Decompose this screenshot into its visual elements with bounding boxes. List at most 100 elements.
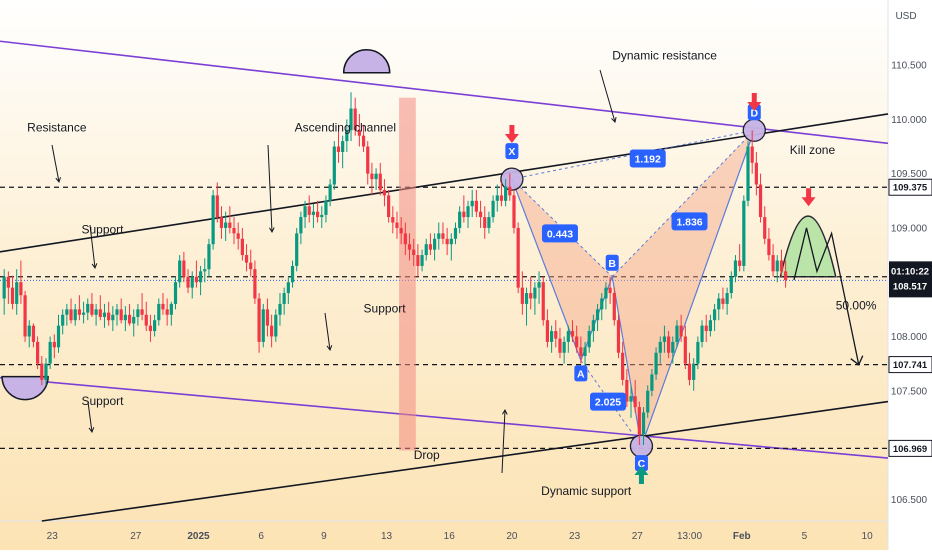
- candle-body-169[interactable]: [708, 320, 712, 332]
- candle-body-28[interactable]: [119, 309, 123, 321]
- candle-body-118[interactable]: [495, 195, 499, 201]
- candle-body-135[interactable]: [566, 331, 570, 342]
- candle-body-38[interactable]: [161, 303, 165, 310]
- candle-body-50[interactable]: [211, 195, 215, 245]
- candle-body-27[interactable]: [115, 309, 119, 315]
- candle-body-40[interactable]: [169, 303, 173, 315]
- candle-body-153[interactable]: [641, 412, 646, 435]
- candle-body-51[interactable]: [215, 195, 219, 218]
- candle-body-93[interactable]: [391, 217, 395, 223]
- candle-body-55[interactable]: [232, 227, 236, 234]
- candle-body-136[interactable]: [570, 331, 575, 337]
- candle-body-157[interactable]: [658, 341, 662, 353]
- candle-body-105[interactable]: [441, 233, 445, 239]
- candle-body-152[interactable]: [637, 407, 641, 435]
- candle-body-84[interactable]: [353, 108, 357, 131]
- candle-body-68[interactable]: [286, 282, 290, 294]
- candle-body-64[interactable]: [270, 325, 274, 337]
- candle-body-113[interactable]: [474, 200, 478, 212]
- candle-body-150[interactable]: [629, 396, 633, 402]
- candle-body-21[interactable]: [90, 303, 94, 315]
- candle-body-0[interactable]: [2, 276, 6, 299]
- candle-body-30[interactable]: [127, 314, 132, 324]
- candle-body-66[interactable]: [278, 303, 282, 315]
- candle-body-97[interactable]: [407, 244, 412, 250]
- candle-body-47[interactable]: [198, 271, 203, 283]
- candle-body-167[interactable]: [700, 325, 704, 342]
- candle-body-62[interactable]: [261, 309, 265, 342]
- candle-body-25[interactable]: [107, 312, 111, 321]
- candle-body-129[interactable]: [541, 282, 545, 321]
- price-tag-1[interactable]: 01:10:22 108.517: [889, 261, 932, 298]
- candle-body-80[interactable]: [336, 146, 341, 152]
- candle-body-58[interactable]: [244, 255, 249, 263]
- candle-body-75[interactable]: [315, 211, 320, 218]
- candle-body-144[interactable]: [604, 287, 608, 299]
- candle-body-78[interactable]: [328, 184, 332, 201]
- candle-body-116[interactable]: [487, 217, 491, 228]
- candle-body-151[interactable]: [633, 396, 637, 408]
- candle-body-128[interactable]: [537, 282, 541, 288]
- candle-body-119[interactable]: [499, 195, 504, 201]
- candle-body-24[interactable]: [102, 312, 107, 317]
- candle-body-183[interactable]: [767, 238, 771, 256]
- candle-body-83[interactable]: [349, 108, 353, 131]
- candle-body-2[interactable]: [10, 287, 15, 304]
- candle-body-171[interactable]: [717, 298, 721, 310]
- candle-body-59[interactable]: [249, 262, 253, 270]
- candle-body-17[interactable]: [73, 309, 77, 321]
- candle-body-53[interactable]: [224, 222, 228, 228]
- candle-body-11[interactable]: [48, 341, 52, 364]
- candle-body-61[interactable]: [257, 298, 261, 342]
- candle-body-79[interactable]: [332, 146, 336, 185]
- candle-body-154[interactable]: [646, 390, 650, 413]
- candle-body-63[interactable]: [265, 309, 270, 326]
- candle-body-147[interactable]: [616, 320, 621, 353]
- candle-body-110[interactable]: [462, 211, 466, 218]
- candle-body-100[interactable]: [420, 255, 424, 266]
- candle-body-108[interactable]: [453, 227, 458, 239]
- candle-body-160[interactable]: [671, 341, 675, 353]
- candle-body-9[interactable]: [40, 363, 44, 380]
- candle-body-112[interactable]: [470, 200, 474, 207]
- candle-body-99[interactable]: [416, 255, 420, 266]
- candle-body-43[interactable]: [182, 260, 186, 277]
- candle-body-74[interactable]: [311, 211, 316, 215]
- candle-body-20[interactable]: [86, 303, 90, 313]
- candle-body-42[interactable]: [178, 260, 182, 283]
- candle-body-149[interactable]: [625, 379, 629, 402]
- candle-body-166[interactable]: [696, 341, 700, 364]
- candle-body-70[interactable]: [295, 233, 299, 266]
- candle-body-34[interactable]: [144, 314, 148, 326]
- candle-body-103[interactable]: [432, 238, 437, 250]
- candle-body-39[interactable]: [165, 309, 169, 315]
- price-tag-3[interactable]: 106.969: [888, 439, 932, 457]
- candle-body-89[interactable]: [374, 173, 378, 180]
- candle-body-146[interactable]: [612, 293, 616, 321]
- candle-body-45[interactable]: [190, 276, 194, 288]
- candle-body-73[interactable]: [307, 206, 311, 215]
- candle-body-102[interactable]: [428, 244, 433, 250]
- candle-body-65[interactable]: [274, 314, 278, 337]
- candle-body-155[interactable]: [650, 374, 654, 391]
- candle-body-132[interactable]: [554, 331, 558, 339]
- candle-body-109[interactable]: [458, 211, 462, 228]
- candle-body-107[interactable]: [449, 238, 453, 245]
- candle-body-126[interactable]: [529, 293, 533, 299]
- candle-body-76[interactable]: [320, 214, 324, 218]
- candle-body-148[interactable]: [621, 352, 625, 380]
- candle-body-159[interactable]: [667, 336, 671, 353]
- candle-body-131[interactable]: [550, 331, 554, 342]
- candle-body-162[interactable]: [679, 325, 683, 337]
- candle-body-123[interactable]: [516, 227, 520, 288]
- candle-body-16[interactable]: [69, 309, 73, 321]
- candle-body-178[interactable]: [746, 146, 750, 201]
- candle-body-181[interactable]: [758, 184, 763, 218]
- candle-body-92[interactable]: [387, 195, 391, 218]
- candle-body-163[interactable]: [683, 336, 687, 364]
- candle-body-176[interactable]: [738, 260, 742, 266]
- candle-body-184[interactable]: [771, 255, 775, 272]
- candle-body-60[interactable]: [253, 269, 257, 299]
- candle-body-86[interactable]: [361, 135, 366, 147]
